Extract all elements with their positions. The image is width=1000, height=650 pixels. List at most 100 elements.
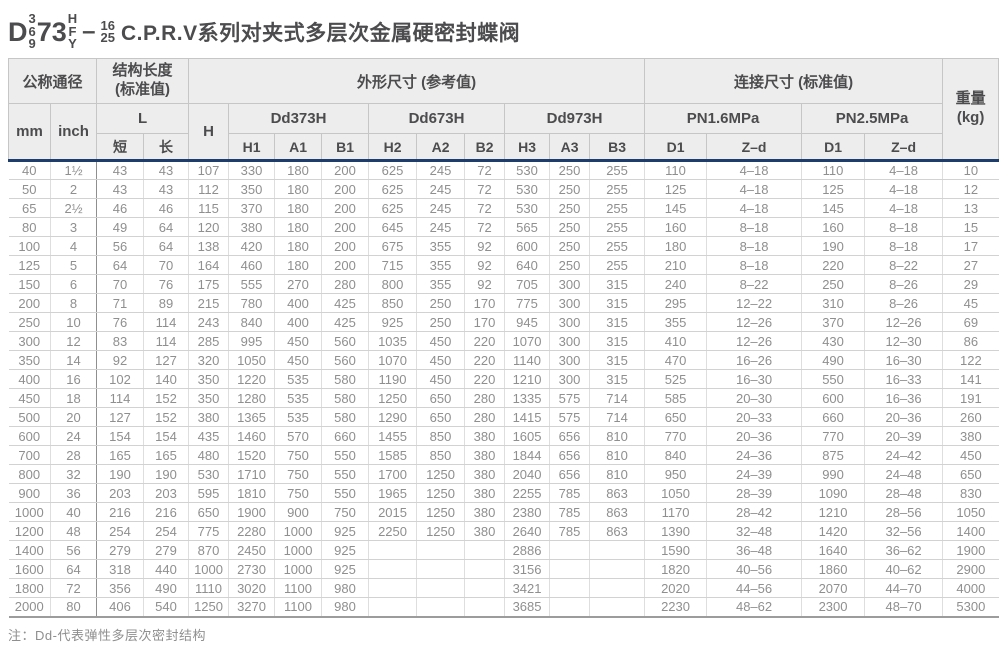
table-row: 40 1½ 43 43 107 330 180 200 625 245 72 530 250 255 110… [8,159,999,180]
header-dd673h: Dd673H [368,103,506,134]
table-cell: 430 [801,331,866,351]
table-cell: 245 [416,217,466,237]
table-cell: 64 [143,217,190,237]
table-cell: 145 [801,198,866,218]
table-cell: 1400 [942,521,999,541]
table-cell: 175 [188,274,230,294]
table-cell: 3270 [228,597,276,617]
table-cell: 220 [464,331,506,351]
table-cell: 575 [549,388,591,408]
table-cell: 190 [143,464,190,484]
table-cell: 310 [801,293,866,313]
table-cell: 840 [228,312,276,332]
table-cell: 535 [274,388,323,408]
table-cell: 80 [50,597,98,617]
table-cell: 15 [942,217,999,237]
model-prefix: D [8,16,28,47]
table-cell: 315 [589,331,646,351]
table-cell: 12–26 [706,312,803,332]
table-cell: 650 [416,407,466,427]
table-cell: 580 [321,407,370,427]
table-cell: 550 [321,483,370,503]
table-cell: 995 [228,331,276,351]
table-cell: 115 [188,198,230,218]
table-cell: 254 [143,521,190,541]
table-row: 450 18 114 152 350 1280 535 580 1250 650 280 1335 57… [8,388,999,408]
table-cell: 92 [464,274,506,294]
table-cell: 43 [143,159,190,180]
table-cell: 570 [274,426,323,446]
table-cell: 12–30 [864,331,944,351]
pressure-stack: 16 25 [100,18,116,45]
table-cell: 43 [96,179,145,199]
table-cell: 20–33 [706,407,803,427]
table-cell: 250 [801,274,866,294]
table-cell: 1700 [368,464,418,484]
table-cell: 76 [143,274,190,294]
table-cell: 254 [96,521,145,541]
table-cell: 4–18 [706,198,803,218]
table-cell: 770 [801,426,866,446]
stack-line: 6 [28,23,36,39]
header-short: 短 [96,133,145,161]
table-cell: 220 [464,350,506,370]
table-cell: 1605 [504,426,551,446]
table-cell: 260 [942,407,999,427]
table-cell: 1585 [368,445,418,465]
table-cell: 700 [8,445,51,465]
table-cell: 92 [464,236,506,256]
table-cell: 245 [416,198,466,218]
table-cell: 450 [8,388,51,408]
table-cell: 775 [188,521,230,541]
table-cell: 530 [504,198,551,218]
table-row: 900 36 203 203 595 1810 750 550 1965 1250 380 2255 7… [8,483,999,503]
table-cell: 380 [464,426,506,446]
table-cell: 2230 [644,597,708,617]
table-cell: 525 [644,369,708,389]
header-d1-pn25: D1 [801,133,866,161]
table-cell: 1090 [801,483,866,503]
table-cell: 300 [549,274,591,294]
table-cell: 575 [549,407,591,427]
table-cell [416,597,466,617]
table-cell: 8 [50,293,98,313]
table-cell: 250 [416,312,466,332]
table-cell: 595 [188,483,230,503]
table-cell: 46 [96,198,145,218]
table-cell: 127 [143,350,190,370]
table-cell: 1210 [504,369,551,389]
table-cell: 1100 [274,578,323,598]
table-cell: 29 [942,274,999,294]
stack-line: F [68,23,77,39]
table-cell: 110 [644,159,708,180]
table-cell: 24–42 [864,445,944,465]
table-cell: 863 [589,521,646,541]
table-cell: 6 [50,274,98,294]
table-cell: 250 [549,159,591,180]
header-b3: B3 [589,133,646,161]
table-cell: 40–62 [864,559,944,579]
table-cell: 535 [274,369,323,389]
table-cell: 1000 [188,559,230,579]
table-cell: 3 [50,217,98,237]
table-cell: 71 [96,293,145,313]
table-cell: 8–22 [706,274,803,294]
table-cell: 20–39 [864,426,944,446]
table-cell: 2015 [368,502,418,522]
table-cell: 2886 [504,540,551,560]
table-cell: 280 [464,388,506,408]
table-cell: 50 [8,179,51,199]
model-digit-stack: 3 6 9 [28,12,37,50]
table-cell [464,578,506,598]
table-cell: 160 [644,217,708,237]
table-cell: 300 [549,331,591,351]
table-cell: 180 [274,198,323,218]
table-cell: 550 [801,369,866,389]
table-cell: 1400 [8,540,51,560]
table-cell: 625 [368,179,418,199]
table-cell: 300 [549,350,591,370]
table-row: 80 3 49 64 120 380 180 200 645 245 72 565 250 255 160 8… [8,217,999,237]
table-cell: 243 [188,312,230,332]
table-cell: 1000 [274,559,323,579]
table-cell: 24–48 [864,464,944,484]
